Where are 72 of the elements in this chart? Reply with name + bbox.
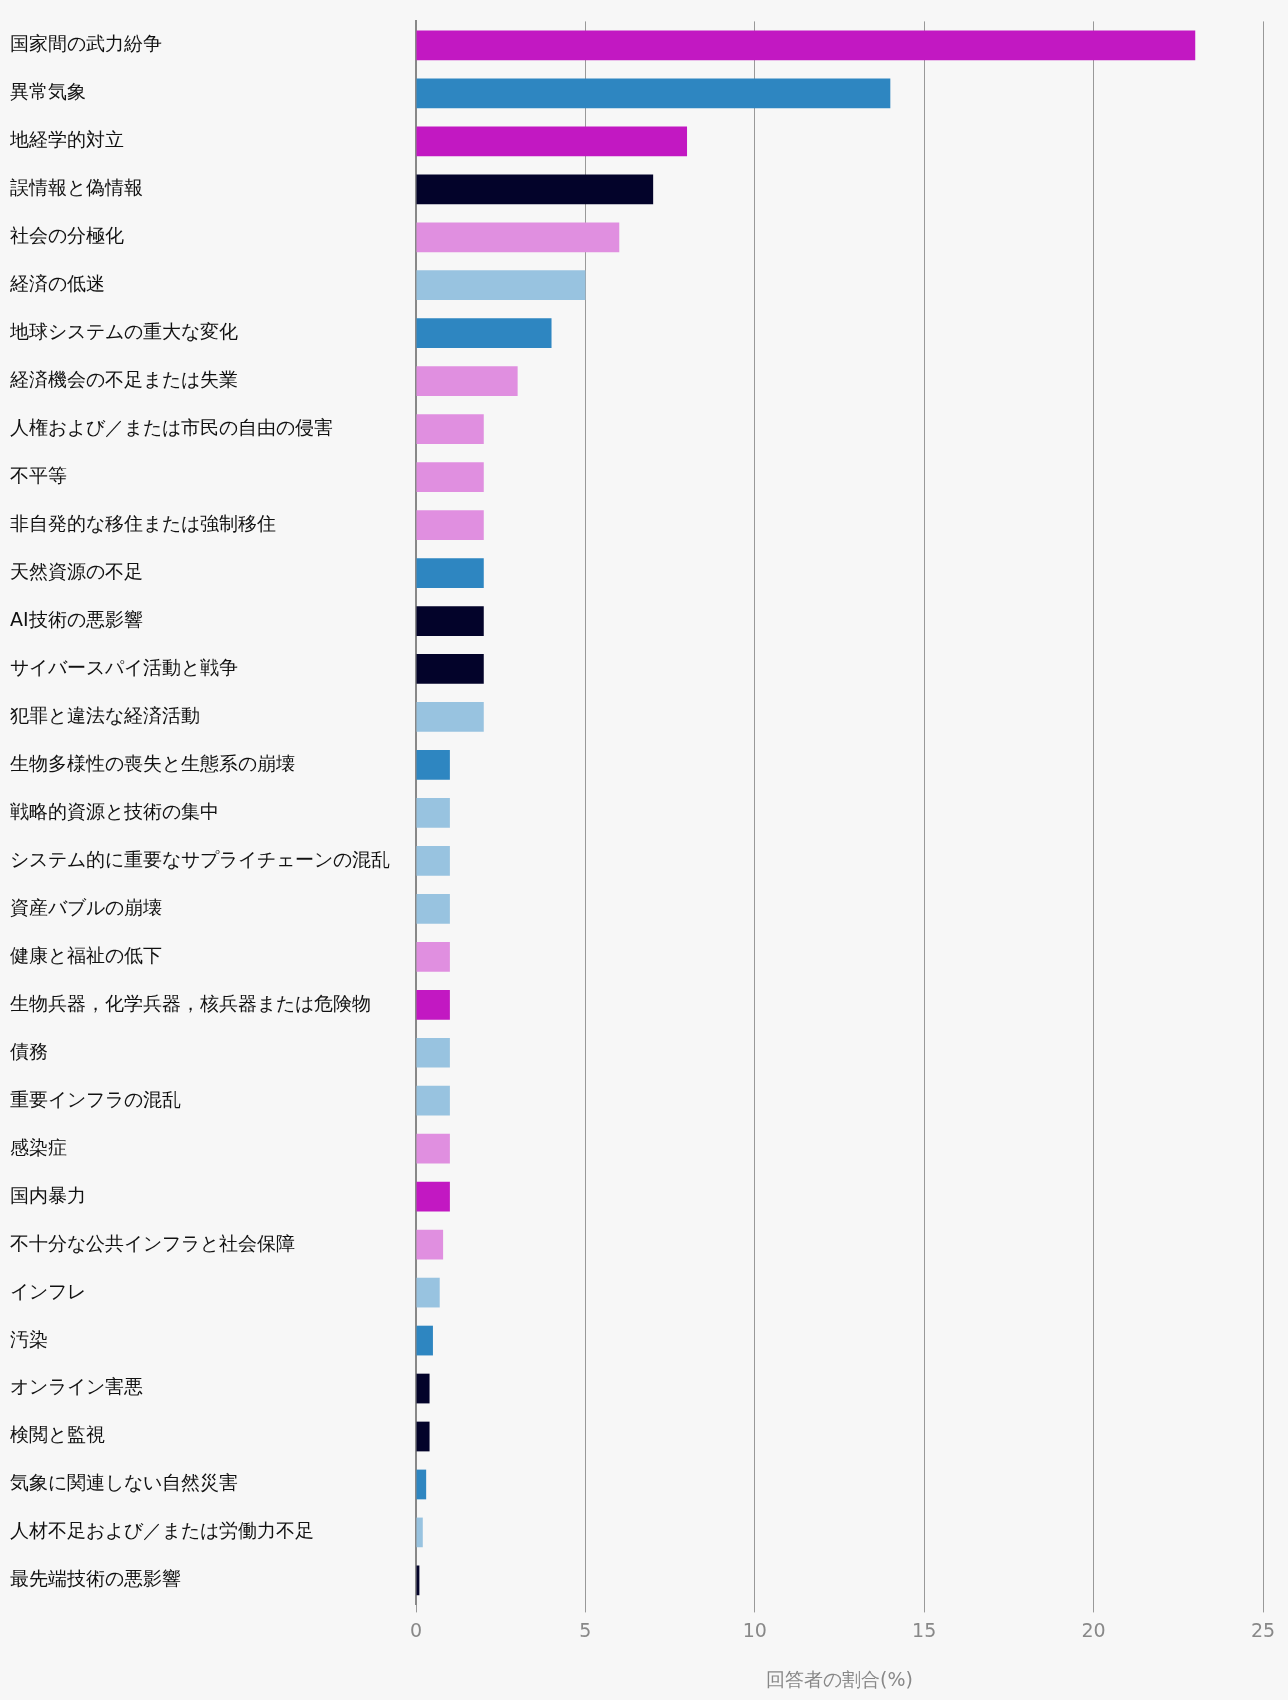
y-tick-label: 犯罪と違法な経済活動	[10, 703, 200, 726]
y-tick-label: 債務	[10, 1039, 48, 1062]
bar	[416, 1085, 450, 1116]
bar	[416, 510, 484, 540]
bar	[416, 558, 484, 588]
bar	[416, 893, 450, 924]
y-tick-label: サイバースパイ活動と戦争	[10, 655, 238, 678]
bar	[416, 462, 484, 492]
bar	[416, 30, 1196, 61]
y-tick-label: システム的に重要なサプライチェーンの混乱	[10, 847, 390, 870]
bar	[416, 750, 450, 780]
y-tick-label: 感染症	[10, 1135, 67, 1158]
bar	[416, 941, 450, 972]
y-tick-label: 地球システムの重大な変化	[9, 320, 238, 343]
bar	[416, 1325, 433, 1356]
x-axis-title: 回答者の割合(%)	[766, 1667, 913, 1690]
bar	[416, 1373, 430, 1404]
y-tick-label: 生物兵器，化学兵器，核兵器または危険物	[10, 991, 371, 1014]
bar	[416, 798, 450, 828]
y-tick-label: 国家間の武力紛争	[10, 32, 162, 55]
bar	[416, 654, 484, 684]
y-tick-label: 検閲と監視	[10, 1423, 105, 1446]
y-tick-label: 汚染	[10, 1327, 48, 1350]
bar	[416, 1517, 423, 1548]
y-tick-label: 誤情報と偽情報	[10, 176, 143, 199]
x-tick-label: 25	[1250, 1618, 1276, 1641]
bar	[416, 366, 518, 397]
y-tick-label: 人権および／または市民の自由の侵害	[10, 416, 333, 439]
x-tick-label: 10	[742, 1618, 767, 1641]
x-tick-label: 0	[409, 1618, 423, 1641]
y-tick-label: 気象に関連しない自然災害	[10, 1471, 238, 1494]
bar	[416, 1277, 440, 1308]
y-tick-label: 異常気象	[10, 80, 86, 103]
x-tick-label: 15	[912, 1618, 937, 1641]
y-tick-label: 重要インフラの混乱	[10, 1087, 181, 1110]
bar	[416, 174, 654, 205]
bar	[416, 270, 586, 301]
y-tick-label: 資産バブルの崩壊	[10, 895, 162, 918]
bar	[416, 1229, 444, 1260]
y-tick-label: 社会の分極化	[10, 224, 124, 247]
bar	[416, 126, 688, 157]
bar	[416, 1181, 450, 1212]
y-tick-label: 最先端技術の悪影響	[10, 1567, 181, 1590]
bar	[416, 1421, 430, 1452]
y-tick-label: 経済の低迷	[9, 272, 105, 295]
x-tick-label: 5	[579, 1618, 592, 1641]
bar	[416, 989, 450, 1020]
y-tick-label: 戦略的資源と技術の集中	[10, 799, 219, 822]
bar	[416, 78, 891, 109]
y-tick-label: 国内暴力	[10, 1183, 86, 1206]
bar	[416, 1037, 450, 1068]
y-tick-label: インフレ	[10, 1279, 86, 1302]
y-tick-label: オンライン害悪	[10, 1375, 143, 1398]
y-tick-label: 生物多様性の喪失と生態系の崩壊	[10, 751, 295, 774]
bar	[416, 846, 450, 876]
y-tick-label: 人材不足および／または労働力不足	[10, 1519, 314, 1542]
y-tick-label: AI技術の悪影響	[10, 607, 143, 630]
bar	[416, 1469, 427, 1500]
bar	[416, 222, 620, 253]
y-tick-label: 不十分な公共インフラと社会保障	[10, 1231, 295, 1254]
y-tick-label: 健康と福祉の低下	[10, 943, 162, 966]
bar	[416, 702, 484, 732]
y-tick-label: 不平等	[10, 464, 67, 487]
y-tick-label: 天然資源の不足	[10, 559, 143, 582]
bar	[416, 606, 484, 636]
bar	[416, 318, 552, 349]
bar	[416, 414, 484, 445]
y-tick-label: 地経学的対立	[9, 128, 124, 151]
y-tick-label: 非自発的な移住または強制移住	[10, 512, 276, 535]
x-tick-label: 20	[1081, 1618, 1106, 1641]
y-tick-label: 経済機会の不足または失業	[9, 368, 238, 391]
bar	[416, 1133, 450, 1164]
